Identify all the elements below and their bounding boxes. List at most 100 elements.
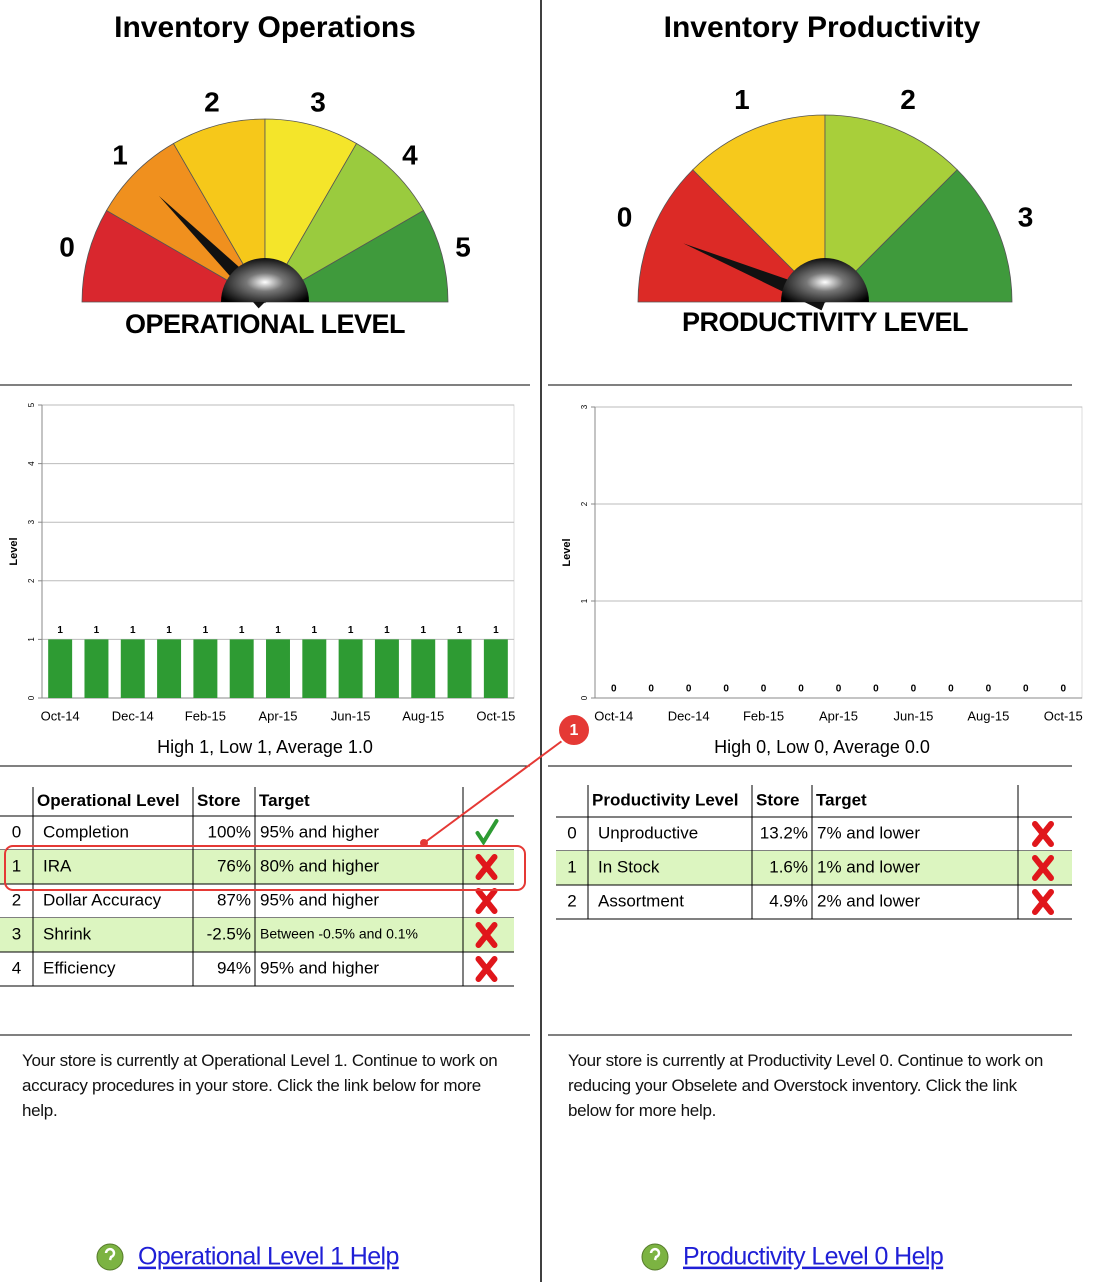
- table-cell: 87%: [217, 890, 251, 909]
- table-header: Store: [756, 790, 799, 809]
- y-tick-label: 4: [27, 461, 36, 466]
- annotation-number: 1: [570, 722, 579, 739]
- y-tick-label: 0: [27, 695, 36, 700]
- x-tick-label: Oct-14: [594, 708, 633, 723]
- message: Your store is currently at Productivity …: [568, 1051, 1044, 1120]
- table-cell: 1% and lower: [817, 857, 920, 876]
- table-header: Target: [259, 791, 310, 810]
- message: Your store is currently at Operational L…: [22, 1051, 498, 1120]
- gauge-label: 2: [204, 86, 220, 117]
- y-axis-label: Level: [8, 537, 20, 565]
- table-cell: Between -0.5% and 0.1%: [260, 926, 418, 942]
- table-cell: Unproductive: [598, 823, 698, 842]
- value-label: 1: [57, 625, 63, 636]
- table-header: Productivity Level: [592, 790, 738, 809]
- table-cell: Completion: [43, 822, 129, 841]
- table-cell: 3: [12, 924, 21, 943]
- row-highlight: [0, 918, 514, 952]
- y-tick-label: 5: [27, 402, 36, 407]
- help-icon-mark: [649, 1247, 661, 1261]
- status-cross: [1032, 821, 1054, 847]
- table-cell: 13.2%: [760, 823, 808, 842]
- table-cell: 100%: [208, 822, 251, 841]
- gauge-label: 1: [112, 139, 128, 170]
- bar: [447, 639, 472, 698]
- table-cell: Shrink: [43, 924, 92, 943]
- table-cell: 95% and higher: [260, 958, 379, 977]
- table-cell: 1.6%: [769, 857, 808, 876]
- value-label: 0: [911, 684, 917, 695]
- table-cell: 94%: [217, 958, 251, 977]
- bar: [48, 639, 73, 698]
- x-tick-label: Oct-15: [1044, 708, 1083, 723]
- gauge-label: 3: [1018, 201, 1034, 232]
- y-tick-label: 2: [27, 578, 36, 583]
- value-label: 0: [986, 684, 992, 695]
- x-tick-label: Feb-15: [185, 708, 226, 723]
- gauge-caption: PRODUCTIVITY LEVEL: [682, 307, 968, 337]
- table-cell: 2: [567, 891, 576, 910]
- annotation-arrow: [423, 737, 567, 844]
- table-cell: 4.9%: [769, 891, 808, 910]
- x-tick-label: Apr-15: [258, 708, 297, 723]
- help-link[interactable]: Productivity Level 0 Help: [683, 1243, 944, 1271]
- gauge-segment: [81, 209, 267, 303]
- gauge-label: 5: [455, 231, 471, 262]
- table-cell: Efficiency: [43, 958, 116, 977]
- table-cell: -2.5%: [207, 924, 251, 943]
- value-label: 0: [611, 684, 617, 695]
- x-tick-label: Oct-15: [476, 708, 515, 723]
- gauge-label: 4: [402, 139, 418, 170]
- value-label: 0: [1023, 684, 1029, 695]
- table-cell: Assortment: [598, 891, 684, 910]
- value-label: 1: [94, 625, 100, 636]
- help-link[interactable]: Operational Level 1 Help: [138, 1243, 399, 1271]
- plot-area: [594, 406, 1083, 699]
- status-cross: [475, 854, 498, 880]
- chart-summary: High 0, Low 0, Average 0.0: [714, 737, 930, 757]
- bar: [483, 639, 508, 698]
- panel-title: Inventory Operations: [114, 11, 416, 44]
- gauge-hub: [781, 258, 869, 302]
- gauge-segment: [263, 209, 449, 303]
- x-tick-label: Apr-15: [819, 708, 858, 723]
- table-header: Store: [197, 791, 240, 810]
- status-cross: [475, 888, 498, 914]
- value-label: 0: [723, 684, 729, 695]
- table-cell: 1: [12, 856, 21, 875]
- bar: [193, 639, 218, 698]
- y-tick-label: 3: [580, 404, 589, 409]
- value-label: 1: [493, 625, 499, 636]
- table-cell: 80% and higher: [260, 856, 379, 875]
- y-tick-label: 1: [580, 598, 589, 603]
- value-label: 0: [873, 684, 879, 695]
- value-label: 0: [948, 684, 954, 695]
- bar: [338, 639, 363, 698]
- panel-title: Inventory Productivity: [664, 11, 981, 44]
- value-label: 1: [166, 625, 172, 636]
- table-cell: 1: [567, 857, 576, 876]
- value-label: 1: [203, 625, 209, 636]
- row-highlight: [0, 850, 514, 884]
- value-label: 0: [1060, 684, 1066, 695]
- table-cell: 76%: [217, 856, 251, 875]
- table-cell: 4: [12, 958, 21, 977]
- value-label: 1: [239, 625, 245, 636]
- gauge-segment: [692, 114, 826, 303]
- row-highlight: [556, 851, 1072, 885]
- y-tick-label: 1: [27, 637, 36, 642]
- bar: [266, 639, 290, 698]
- gauge-segment: [264, 118, 358, 304]
- table-cell: 0: [12, 822, 21, 841]
- gauge-label: 3: [310, 86, 326, 117]
- value-label: 0: [836, 684, 842, 695]
- value-label: 0: [761, 684, 767, 695]
- bar: [120, 639, 145, 698]
- bar: [229, 639, 254, 698]
- value-label: 1: [312, 625, 318, 636]
- x-tick-label: Oct-14: [41, 708, 80, 723]
- table-cell: 95% and higher: [260, 890, 379, 909]
- bar: [411, 639, 436, 698]
- annotation-badge: [557, 713, 591, 747]
